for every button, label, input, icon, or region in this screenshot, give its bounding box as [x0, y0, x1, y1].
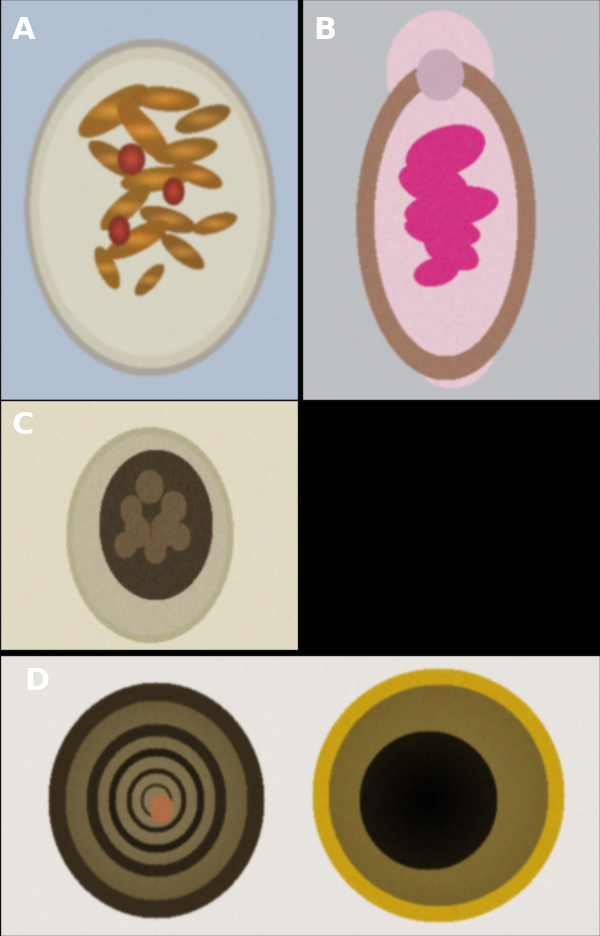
Text: B: B	[314, 16, 337, 45]
Text: A: A	[12, 16, 35, 45]
Text: C: C	[12, 411, 34, 440]
Text: D: D	[24, 666, 49, 695]
